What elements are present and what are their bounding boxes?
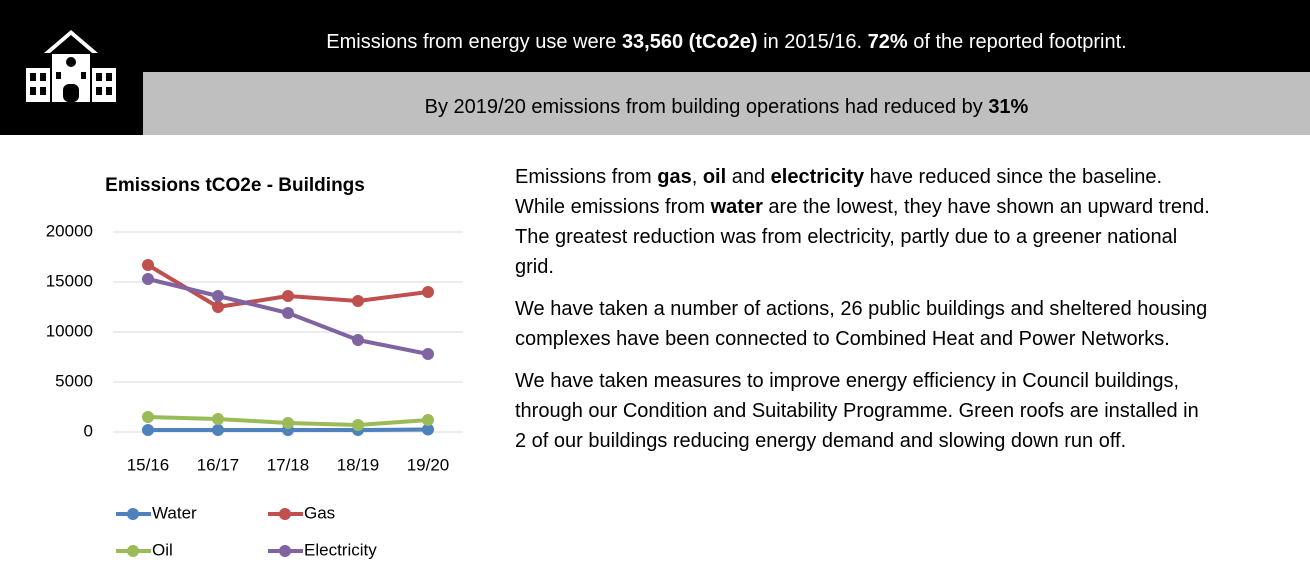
point <box>282 417 294 429</box>
text: have reduced since the baseline. While e… <box>515 166 1168 218</box>
bold-text: oil <box>702 166 727 188</box>
point <box>282 290 294 302</box>
header-line-1: Emissions from energy use were 33,560 (t… <box>143 0 1310 72</box>
point <box>142 411 154 423</box>
point <box>422 286 434 298</box>
point <box>352 419 364 431</box>
icon-box <box>0 0 143 135</box>
text: Emissions from <box>515 166 658 188</box>
text: , <box>691 166 703 188</box>
text: are the lowest, they have shown an upwar… <box>515 196 1215 278</box>
chart-title: Emissions tCO2e - Buildings <box>105 175 365 196</box>
text: Emissions from energy use were <box>326 30 622 53</box>
legend-marker <box>127 545 139 557</box>
point <box>422 348 434 360</box>
y-tick-label: 20000 <box>46 221 93 240</box>
y-tick-label: 0 <box>84 421 93 440</box>
x-tick-label: 18/19 <box>337 455 380 474</box>
point <box>352 295 364 307</box>
y-tick-label: 5000 <box>55 371 93 390</box>
paragraph: We have taken measures to improve energy… <box>515 366 1215 456</box>
point <box>142 273 154 285</box>
x-tick-label: 17/18 <box>267 455 310 474</box>
text: We have taken a number of actions, 26 pu… <box>515 298 1213 350</box>
x-tick-label: 15/16 <box>127 455 170 474</box>
text: By 2019/20 emissions from building opera… <box>424 96 989 118</box>
text: We have taken measures to improve energy… <box>515 370 1205 452</box>
header-line-2: By 2019/20 emissions from building opera… <box>143 72 1310 135</box>
point <box>212 290 224 302</box>
text: in 2015/16. <box>757 30 868 53</box>
bold-text: 31% <box>988 96 1029 118</box>
bold-text: water <box>710 196 763 218</box>
legend-label: Water <box>152 503 197 522</box>
school-icon <box>26 30 116 102</box>
point <box>352 334 364 346</box>
body-text: Emissions from gas, oil and electricity … <box>515 162 1215 468</box>
point <box>212 301 224 313</box>
legend-marker <box>279 545 291 557</box>
header-text: Emissions from energy use were 33,560 (t… <box>326 31 1126 54</box>
x-tick-label: 16/17 <box>197 455 240 474</box>
legend-label: Electricity <box>304 540 377 559</box>
point <box>422 423 434 436</box>
legend-marker <box>279 508 291 520</box>
legend-marker <box>127 508 139 520</box>
point <box>142 424 154 436</box>
legend-label: Gas <box>304 503 335 522</box>
legend-label: Oil <box>152 540 173 559</box>
paragraph: We have taken a number of actions, 26 pu… <box>515 294 1215 354</box>
chart: Emissions tCO2e - Buildings 0 5000 10000 15… <box>46 175 463 559</box>
y-tick-label: 10000 <box>46 321 93 340</box>
header-text: By 2019/20 emissions from building opera… <box>425 96 1029 119</box>
point <box>282 307 294 319</box>
y-tick-label: 15000 <box>46 271 93 290</box>
text: of the reported footprint. <box>907 30 1127 53</box>
point <box>212 413 224 425</box>
paragraph: Emissions from gas, oil and electricity … <box>515 162 1215 282</box>
point <box>422 414 434 426</box>
text: and <box>726 166 771 188</box>
bold-text: 33,560 (tCo2e) <box>621 30 758 53</box>
point <box>142 259 154 271</box>
bold-text: electricity <box>770 166 865 188</box>
x-tick-label: 19/20 <box>407 455 450 474</box>
bold-text: 72% <box>867 30 908 53</box>
bold-text: gas <box>657 166 692 188</box>
point <box>212 424 224 436</box>
